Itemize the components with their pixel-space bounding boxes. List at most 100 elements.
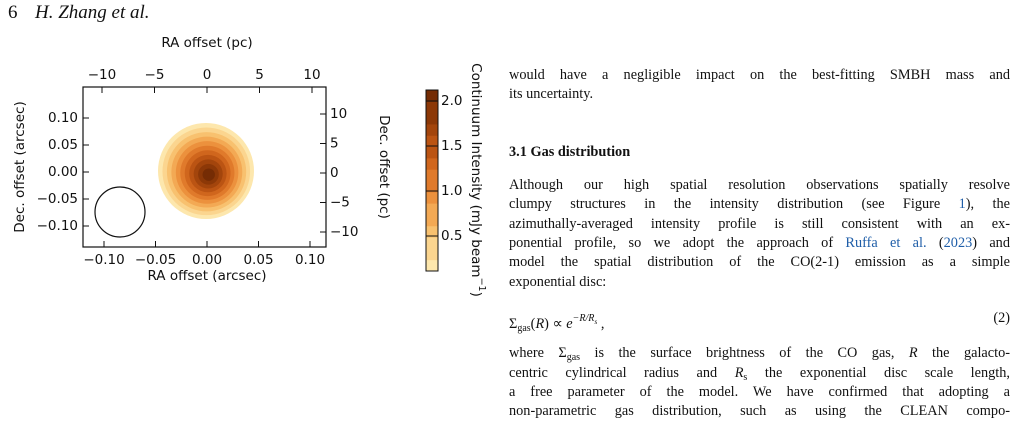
colorbar-band bbox=[426, 101, 438, 114]
contour-level bbox=[202, 168, 215, 181]
label-part: Continuum Intensity (mJy beam bbox=[468, 63, 484, 277]
colorbar-band bbox=[426, 135, 438, 148]
equation-number: (2) bbox=[993, 310, 1010, 327]
text-run: non-parametric gas distribution, such as… bbox=[509, 403, 1010, 420]
plot-frame bbox=[82, 86, 327, 248]
x-tick-label: 0.00 bbox=[192, 252, 222, 268]
text-line: azimuthally-averaged intensity profile i… bbox=[509, 215, 1010, 234]
colorbar-band bbox=[426, 169, 438, 181]
colorbar-band bbox=[426, 203, 438, 215]
text-run: exponential disc: bbox=[509, 273, 607, 290]
x2-tick-label: 10 bbox=[303, 67, 320, 83]
equation: Σgas(R) ∝ e−R/Rs , (2) bbox=[509, 309, 1010, 334]
text-run: Σ bbox=[509, 316, 518, 333]
y-tick-label: 0.10 bbox=[48, 110, 78, 126]
text-line: clumpy structures in the intensity distr… bbox=[509, 195, 1010, 214]
text-run: ), the bbox=[965, 196, 1010, 213]
text-line: its uncertainty. bbox=[509, 85, 1010, 104]
y2-axis-label: Dec. offset (pc) bbox=[376, 115, 392, 219]
link: 2023 bbox=[943, 234, 973, 251]
x2-tick-label: 5 bbox=[255, 67, 264, 83]
text-line: Although our high spatial resolution obs… bbox=[509, 176, 1010, 195]
y-tick-label: 0.00 bbox=[48, 164, 78, 180]
text-run: , bbox=[597, 316, 605, 333]
text-line: model the spatial distribution of the CO… bbox=[509, 253, 1010, 272]
x2-tick-label: 0 bbox=[203, 67, 212, 83]
text-run: clumpy structures in the intensity distr… bbox=[509, 196, 959, 213]
text-line: where Σgas is the surface brightness of … bbox=[509, 344, 1010, 363]
y2-tick-label: −5 bbox=[330, 195, 350, 211]
text-line: a free parameter of the model. We have c… bbox=[509, 383, 1010, 402]
text-run: ) ∝ bbox=[544, 316, 567, 333]
text-run: gas bbox=[517, 323, 531, 335]
y-tick-label: −0.10 bbox=[37, 218, 78, 234]
text-run: where Σ bbox=[509, 345, 567, 362]
colorbar-frame bbox=[425, 89, 439, 272]
paragraph: where Σgas is the surface brightness of … bbox=[509, 344, 1010, 422]
section-heading: 3.1 Gas distribution bbox=[509, 143, 631, 160]
text-line: non-parametric gas distribution, such as… bbox=[509, 402, 1010, 421]
paragraph: Although our high spatial resolution obs… bbox=[509, 176, 1010, 292]
text-run: Although our high spatial resolution obs… bbox=[509, 176, 1010, 193]
text-line: ponential profile, so we adopt the appro… bbox=[509, 234, 1010, 253]
colorbar-band bbox=[426, 259, 438, 272]
colorbar-band bbox=[426, 90, 438, 102]
text-run: R bbox=[734, 364, 744, 381]
colorbar-band bbox=[426, 191, 438, 204]
text-run: is the surface brightness of the CO gas, bbox=[580, 345, 909, 362]
text-run: ponential profile, so we adopt the appro… bbox=[509, 234, 846, 251]
text-run: centric cylindrical radius and bbox=[509, 364, 735, 381]
text-run: the exponential disc scale length, bbox=[747, 364, 1010, 381]
colorbar-tick-label: 0.5 bbox=[441, 228, 462, 244]
y2-tick-label: 5 bbox=[330, 136, 339, 152]
colorbar-tick-label: 2.0 bbox=[441, 93, 462, 109]
text-run: e bbox=[566, 316, 573, 333]
y-tick-label: −0.05 bbox=[37, 191, 78, 207]
x-tick-label: −0.10 bbox=[83, 252, 124, 268]
running-head: H. Zhang et al. bbox=[35, 2, 150, 23]
colorbar: 0.5 1.0 1.5 2.0 bbox=[425, 89, 462, 272]
colorbar-band bbox=[426, 112, 438, 125]
colorbar-band bbox=[426, 180, 438, 193]
figure: 0.5 1.0 1.5 2.0 RA offset (arcsec) RA offse… bbox=[12, 35, 487, 297]
colorbar-tick-label: 1.5 bbox=[441, 138, 462, 154]
y-tick-label: 0.05 bbox=[48, 137, 78, 153]
y-axis-label: Dec. offset (arcsec) bbox=[12, 101, 28, 232]
contour-map bbox=[158, 123, 254, 219]
text-run: −R/R bbox=[572, 313, 595, 325]
text-run: R bbox=[535, 316, 545, 333]
text-run: the galacto- bbox=[917, 345, 1010, 362]
colorbar-band bbox=[426, 123, 438, 136]
text-run: R bbox=[908, 345, 918, 362]
colorbar-band bbox=[426, 237, 438, 249]
colorbar-band bbox=[426, 248, 438, 261]
text-run: ( bbox=[926, 234, 944, 251]
text-line: centric cylindrical radius and Rs the ex… bbox=[509, 364, 1010, 383]
label-part: −1 bbox=[476, 278, 487, 292]
text-run: s bbox=[594, 317, 598, 327]
beam bbox=[94, 186, 146, 238]
text-run: model the spatial distribution of the CO… bbox=[509, 254, 1010, 271]
text-run: s bbox=[743, 371, 748, 383]
label-part: ) bbox=[468, 292, 484, 297]
link: Ruffa et al. bbox=[845, 234, 927, 251]
x-tick-label: −0.05 bbox=[135, 252, 176, 268]
text-run: azimuthally-averaged intensity profile i… bbox=[509, 215, 1010, 232]
x2-tick-label: −10 bbox=[88, 67, 117, 83]
text-run: ( bbox=[530, 316, 536, 333]
y2-tick-label: −10 bbox=[330, 224, 359, 240]
text-line: would have a negligible impact on the be… bbox=[509, 66, 1010, 85]
text-run: gas bbox=[566, 352, 581, 364]
paragraph: would have a negligible impact on the be… bbox=[509, 66, 1010, 105]
y2-tick-label: 0 bbox=[330, 165, 339, 181]
x2-tick-label: −5 bbox=[145, 67, 165, 83]
x-tick-label: 0.10 bbox=[295, 252, 325, 268]
page-number: 6 bbox=[8, 2, 18, 23]
link: 1 bbox=[958, 196, 966, 213]
text-line: exponential disc: bbox=[509, 273, 1010, 292]
text-run: a free parameter of the model. We have c… bbox=[509, 383, 1010, 400]
text-run: ) and bbox=[972, 234, 1010, 251]
colorbar-band bbox=[426, 146, 438, 159]
colorbar-band bbox=[426, 214, 438, 227]
